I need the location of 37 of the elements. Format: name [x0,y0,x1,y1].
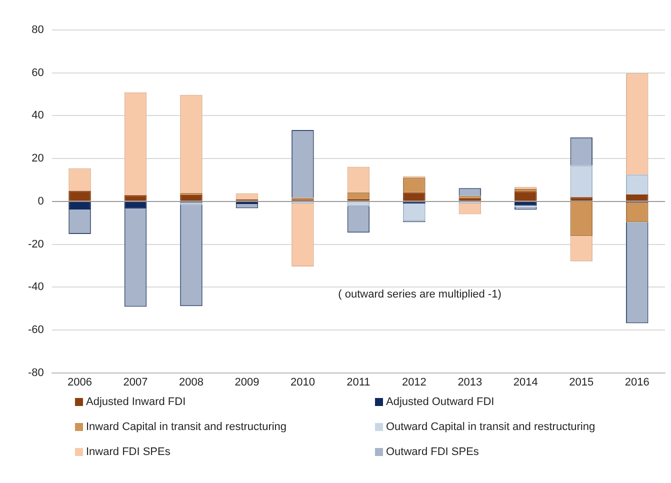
y-tick-label: 20 [32,152,44,165]
bar [124,202,147,209]
legend-label: Outward Capital in transit and restructuring [386,421,596,433]
x-tick-label: 2008 [179,376,204,388]
y-tick-label: -40 [28,281,44,294]
x-tick-label: 2010 [290,376,315,388]
x-tick-label: 2013 [458,376,482,388]
bar [68,202,91,210]
x-tick-label: 2014 [513,376,538,388]
y-tick-label: -60 [28,324,44,336]
annotation: ( outward series are multiplied -1) [338,288,502,300]
bar [570,197,593,201]
bar [514,191,537,201]
bar [180,194,202,201]
bar [68,190,91,201]
bar [626,194,648,201]
legend-label: Adjusted Outward FDI [386,396,494,408]
x-tick-label: 2006 [68,376,92,388]
legend-label: Inward Capital in transit and restructuring [86,421,287,433]
x-tick-label: 2016 [624,376,650,388]
y-tick-label: 60 [32,66,44,79]
x-tick-label: 2015 [569,376,594,388]
y-tick-label: 40 [32,110,44,122]
bar [514,202,537,206]
x-tick-label: 2012 [402,376,426,388]
legend-label: Outward FDI SPEs [386,446,479,458]
legend-label: Adjusted Inward FDI [86,396,186,408]
y-tick-label: -20 [28,238,44,250]
x-tick-label: 2011 [346,376,370,388]
bar [403,192,426,201]
x-tick-label: 2009 [234,376,260,388]
bar [124,195,147,201]
y-tick-label: 0 [38,195,44,208]
y-tick-label: 80 [32,24,44,36]
x-tick-label: 2007 [123,376,148,388]
y-tick-label: -80 [28,366,44,379]
legend-label: Inward FDI SPEs [86,446,170,458]
